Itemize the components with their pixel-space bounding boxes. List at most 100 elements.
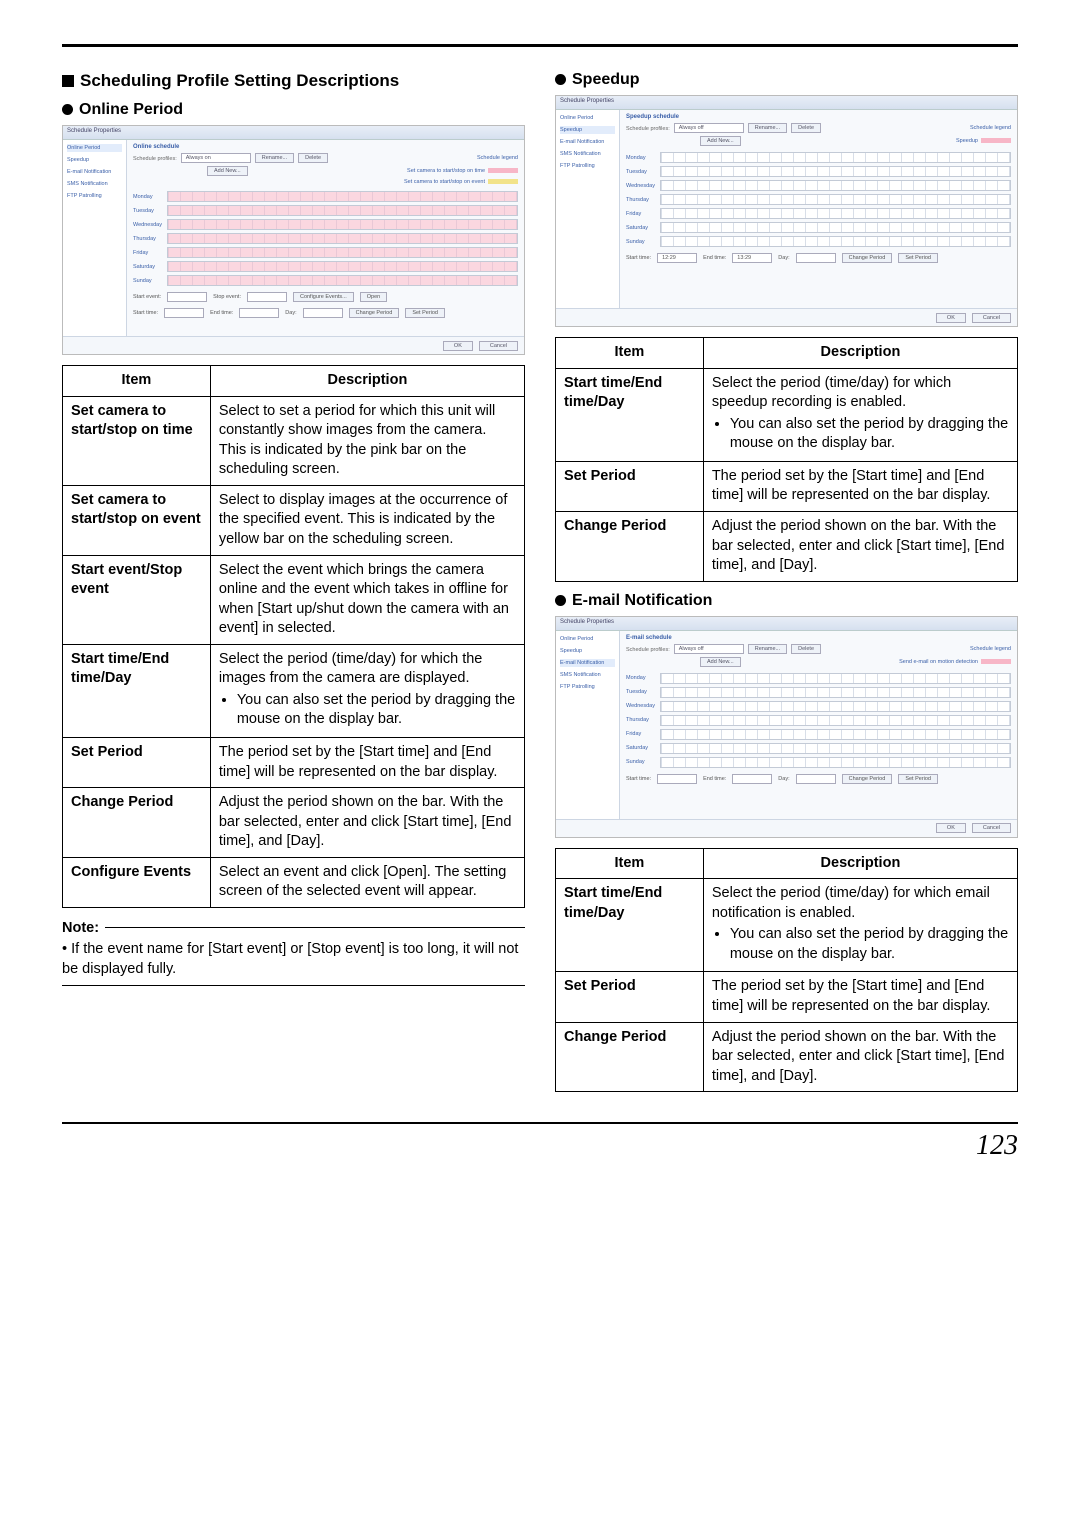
open-button[interactable]: Open	[360, 292, 387, 302]
sidebar-item[interactable]: E-mail Notification	[67, 168, 122, 176]
sidebar-item[interactable]: SMS Notification	[67, 180, 122, 188]
sidebar-item[interactable]: E-mail Notification	[560, 138, 615, 146]
day-ruler[interactable]	[660, 743, 1011, 754]
day-ruler[interactable]	[167, 261, 518, 272]
day-field[interactable]	[796, 774, 836, 784]
sidebar-item[interactable]: FTP Patrolling	[560, 162, 615, 170]
day-ruler[interactable]	[660, 757, 1011, 768]
day-ruler[interactable]	[660, 729, 1011, 740]
online-screenshot: Schedule Properties Online PeriodSpeedup…	[62, 125, 525, 355]
sidebar-item[interactable]: FTP Patrolling	[560, 683, 615, 691]
change-period-button[interactable]: Change Period	[842, 253, 893, 263]
set-period-button[interactable]: Set Period	[898, 774, 938, 784]
profile-dropdown[interactable]: Always on	[181, 153, 251, 163]
change-period-button[interactable]: Change Period	[842, 774, 893, 784]
end-time-field[interactable]: 13:29	[732, 253, 772, 263]
day-ruler[interactable]	[167, 205, 518, 216]
sidebar-item[interactable]: Speedup	[560, 126, 615, 134]
sidebar-item[interactable]: Speedup	[560, 647, 615, 655]
sidebar-item[interactable]: Online Period	[560, 635, 615, 643]
day-ruler[interactable]	[660, 194, 1011, 205]
day-row: Sunday	[626, 757, 1011, 768]
legend-title: Schedule legend	[477, 155, 518, 161]
ss-caption: Online schedule	[133, 144, 518, 150]
delete-button[interactable]: Delete	[298, 153, 328, 163]
ss-sidebar: Online Period Speedup E-mail Notification S…	[63, 140, 127, 336]
sidebar-item[interactable]: Online Period	[67, 144, 122, 152]
change-period-button[interactable]: Change Period	[349, 308, 400, 318]
sidebar-item[interactable]: Speedup	[67, 156, 122, 164]
end-time-field[interactable]	[732, 774, 772, 784]
day-name: Sunday	[626, 759, 660, 765]
desc-cell: Select to display images at the occurren…	[210, 485, 524, 555]
day-field[interactable]	[303, 308, 343, 318]
profile-dropdown[interactable]: Always off	[674, 123, 744, 133]
day-name: Tuesday	[626, 689, 660, 695]
rename-button[interactable]: Rename...	[748, 644, 787, 654]
sidebar-item[interactable]: SMS Notification	[560, 671, 615, 679]
day-ruler[interactable]	[167, 247, 518, 258]
day-ruler[interactable]	[660, 152, 1011, 163]
day-ruler[interactable]	[660, 208, 1011, 219]
day-ruler[interactable]	[167, 275, 518, 286]
addnew-button[interactable]: Add New...	[700, 136, 741, 146]
stop-event-field[interactable]	[247, 292, 287, 302]
start-event-field[interactable]	[167, 292, 207, 302]
day-ruler[interactable]	[660, 222, 1011, 233]
ok-button[interactable]: OK	[443, 341, 473, 351]
profile-dropdown[interactable]: Always off	[674, 644, 744, 654]
sidebar-item[interactable]: Online Period	[560, 114, 615, 122]
configure-events-button[interactable]: Configure Events...	[293, 292, 354, 302]
day-name: Saturday	[133, 264, 167, 270]
cancel-button[interactable]: Cancel	[972, 823, 1011, 833]
heading-online-text: Online Period	[79, 101, 183, 118]
rename-button[interactable]: Rename...	[255, 153, 294, 163]
desc-cell: Select to set a period for which this un…	[210, 396, 524, 485]
sidebar-item[interactable]: FTP Patrolling	[67, 192, 122, 200]
legend1: Send e-mail on motion detection	[899, 659, 1011, 665]
start-time-field[interactable]	[164, 308, 204, 318]
addnew-button[interactable]: Add New...	[207, 166, 248, 176]
addnew-button[interactable]: Add New...	[700, 657, 741, 667]
delete-button[interactable]: Delete	[791, 123, 821, 133]
item-cell: Configure Events	[63, 857, 211, 907]
bottom-rule	[62, 1122, 1018, 1124]
day-ruler[interactable]	[660, 180, 1011, 191]
day-row: Monday	[626, 152, 1011, 163]
day-ruler[interactable]	[660, 166, 1011, 177]
ok-button[interactable]: OK	[936, 823, 966, 833]
day-row: Wednesday	[626, 180, 1011, 191]
day-name: Tuesday	[133, 208, 167, 214]
rename-button[interactable]: Rename...	[748, 123, 787, 133]
set-period-button[interactable]: Set Period	[405, 308, 445, 318]
day-ruler[interactable]	[167, 233, 518, 244]
ss-caption: E-mail schedule	[626, 635, 1011, 641]
cancel-button[interactable]: Cancel	[479, 341, 518, 351]
cancel-button[interactable]: Cancel	[972, 313, 1011, 323]
day-field[interactable]	[796, 253, 836, 263]
day-ruler[interactable]	[660, 687, 1011, 698]
item-cell: Set Period	[556, 972, 704, 1022]
day-ruler[interactable]	[660, 236, 1011, 247]
start-time-field[interactable]: 12:29	[657, 253, 697, 263]
day-name: Sunday	[133, 278, 167, 284]
day-ruler[interactable]	[167, 191, 518, 202]
sidebar-item[interactable]: E-mail Notification	[560, 659, 615, 667]
day-ruler[interactable]	[660, 673, 1011, 684]
ss-titlebar: Schedule Properties	[556, 617, 1017, 631]
ok-button[interactable]: OK	[936, 313, 966, 323]
delete-button[interactable]: Delete	[791, 644, 821, 654]
day-row: Friday	[626, 729, 1011, 740]
end-time-field[interactable]	[239, 308, 279, 318]
heading-main-text: Scheduling Profile Setting Descriptions	[80, 71, 399, 90]
start-time-field[interactable]	[657, 774, 697, 784]
ss-caption: Speedup schedule	[626, 114, 1011, 120]
heading-main: Scheduling Profile Setting Descriptions	[62, 71, 525, 91]
day-ruler[interactable]	[660, 701, 1011, 712]
set-period-button[interactable]: Set Period	[898, 253, 938, 263]
day-row: Monday	[626, 673, 1011, 684]
sidebar-item[interactable]: SMS Notification	[560, 150, 615, 158]
note-end-line	[62, 985, 525, 986]
day-ruler[interactable]	[660, 715, 1011, 726]
day-ruler[interactable]	[167, 219, 518, 230]
